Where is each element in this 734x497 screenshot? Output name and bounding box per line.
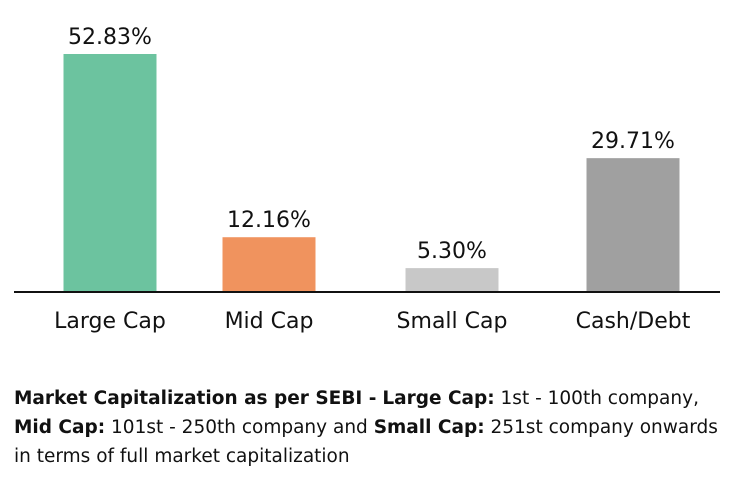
bar-chart: 52.83% Large Cap 12.16% Mid Cap 5.30% Small C… [14, 25, 720, 334]
bar-mid-cap [222, 237, 316, 292]
footnote-large-cap-text: 1st - 100th company, [500, 388, 699, 409]
bar-large-cap [63, 54, 157, 292]
bar-cash-debt [586, 158, 680, 292]
category-label-mid-cap: Mid Cap [225, 309, 314, 334]
footnote: Market Capitalization as per SEBI - Larg… [14, 384, 726, 471]
bar-small-cap [405, 268, 499, 292]
footnote-small-cap-label: Small Cap: [373, 417, 485, 438]
data-label-small-cap: 5.30% [417, 239, 487, 264]
footnote-small-cap-text: 251st company onwards in terms of full m… [14, 417, 718, 467]
data-label-large-cap: 52.83% [68, 25, 152, 50]
category-label-large-cap: Large Cap [54, 309, 166, 334]
data-label-mid-cap: 12.16% [227, 208, 311, 233]
data-label-cash-debt: 29.71% [591, 129, 675, 154]
footnote-large-cap-label: Large Cap: [382, 388, 495, 409]
footnote-mid-cap-text: 101st - 250th company and [111, 417, 368, 438]
footnote-heading: Market Capitalization as per SEBI - [14, 388, 377, 409]
category-label-cash-debt: Cash/Debt [576, 309, 691, 334]
footnote-mid-cap-label: Mid Cap: [14, 417, 106, 438]
category-label-small-cap: Small Cap [397, 309, 508, 334]
